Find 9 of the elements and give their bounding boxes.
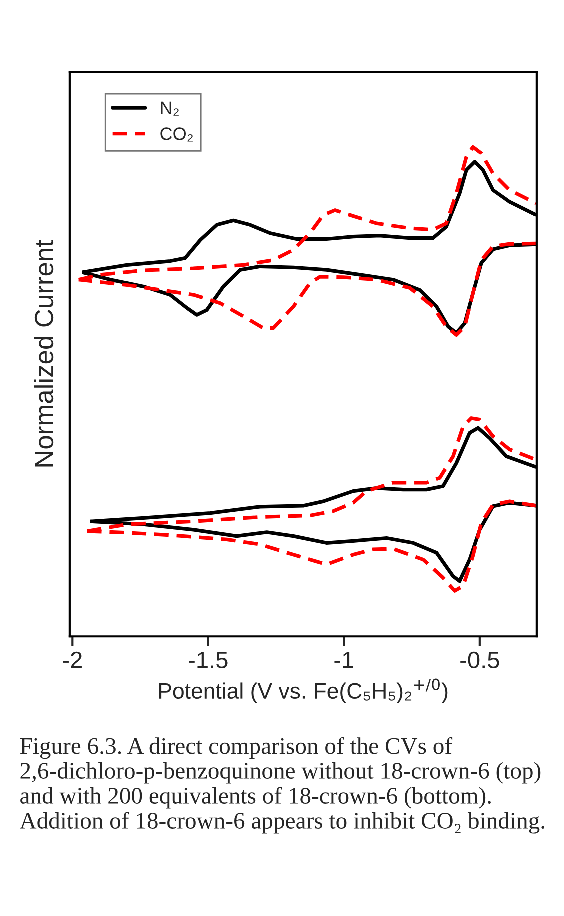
caption: Figure 6.3. A direct comparison of the CVs of 2,6-dichloro-p-benzoquinone without 18-crown-6 (top) and with 200 equivalents of 18-crown-6 (bottom). Addition of 18-crown-6 appears to inhibit CO₂ binding.: [20, 737, 544, 834]
legend-label: CO₂: [160, 128, 193, 142]
legend-label: N₂: [161, 102, 179, 116]
x-axis-title: Potential (V vs. Fe(C₅H₅)₂$^{+/0}$): [159, 678, 448, 704]
x-tick-label: -1.5: [189, 652, 228, 669]
y-axis-title: Normalized Current: [34, 240, 54, 467]
x-tick-label: -2: [63, 652, 82, 668]
x-tick-label: -1: [334, 652, 354, 668]
x-tick-label: -0.5: [460, 652, 500, 669]
